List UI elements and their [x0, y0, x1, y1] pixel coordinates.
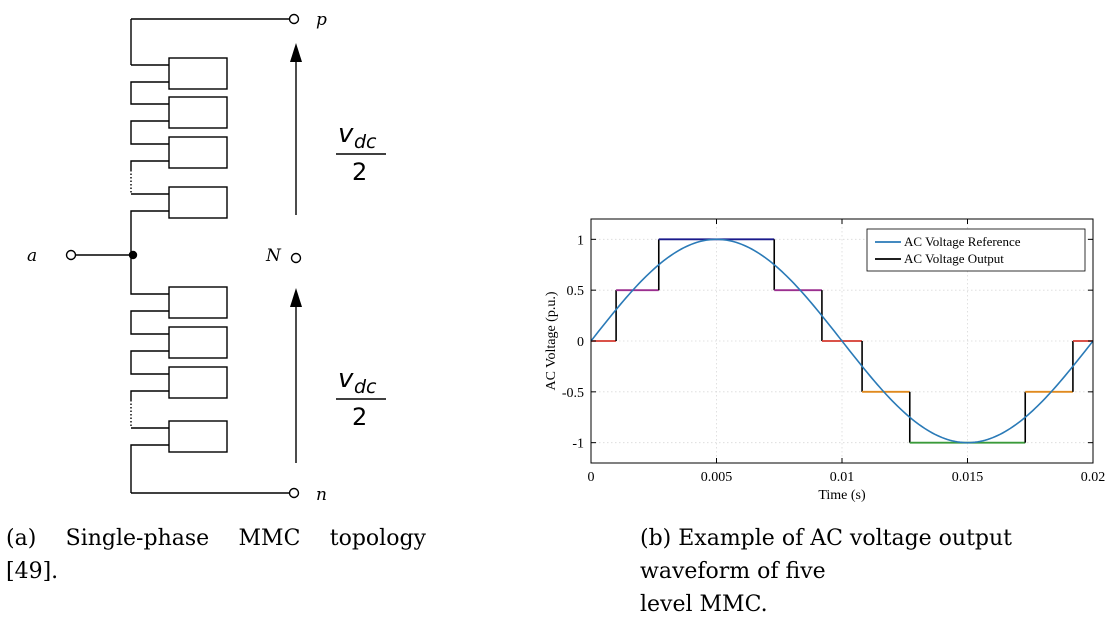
caption-a-word: topology: [329, 526, 426, 551]
caption-a-tag: (a): [6, 526, 37, 551]
lower-voltage-fraction: v dc 2: [336, 364, 386, 431]
submodule-box: [168, 326, 228, 359]
legend-box: [866, 228, 1086, 272]
terminal-p: [288, 13, 300, 25]
figure-a-caption: (a) Single-phase MMC topology [49].: [6, 522, 426, 588]
legend-label-reference: AC Voltage Reference: [904, 234, 1021, 249]
label-p: p: [316, 10, 327, 30]
upper-fraction-subscript: dc: [354, 131, 377, 153]
chart-series: [590, 238, 1094, 444]
lower-fraction-subscript: dc: [354, 376, 377, 398]
y-tick-label: 0.5: [567, 284, 585, 299]
label-n: n: [316, 485, 327, 505]
upper-voltage-arrowhead: [290, 43, 302, 62]
label-a: a: [27, 246, 37, 266]
y-axis-label: AC Voltage (p.u.): [544, 291, 559, 390]
x-tick-label: 0.015: [952, 470, 984, 485]
y-tick-label: -1: [572, 437, 584, 452]
lower-fraction-denominator: 2: [352, 403, 367, 431]
caption-b-line1: (b) Example of AC voltage output wavefor…: [640, 526, 1013, 584]
submodule-box: [168, 186, 228, 219]
mmc-topology-diagram: [65, 13, 302, 499]
lower-submodules: [130, 255, 228, 493]
upper-submodules: [130, 57, 228, 255]
submodule-box: [168, 136, 228, 169]
submodule-box: [168, 366, 228, 399]
y-tick-label: -0.5: [562, 386, 584, 401]
upper-voltage-fraction: v dc 2: [336, 119, 386, 186]
submodule-box: [168, 286, 228, 319]
caption-a-line2: [49].: [6, 559, 59, 584]
terminal-n: [288, 487, 300, 499]
submodule-box: [168, 96, 228, 129]
x-tick-label: 0.01: [830, 470, 855, 485]
terminal-a: [65, 249, 77, 261]
y-tick-label: 0: [577, 335, 584, 350]
figure-canvas: p n a N v dc 2 v dc 2 0 0.005 0.01 0.015 0.0…: [27, 10, 1105, 505]
chart-ticks: 0 0.005 0.01 0.015 0.02 1 0.5 0 -0.5 -1: [562, 219, 1105, 485]
caption-a-word: MMC: [238, 526, 301, 551]
x-tick-label: 0.005: [701, 470, 733, 485]
x-axis-label: Time (s): [818, 488, 866, 503]
x-tick-label: 0: [588, 470, 595, 485]
label-N: N: [265, 246, 282, 266]
caption-a-word: Single-phase: [65, 526, 210, 551]
lower-fraction-numerator: v: [338, 364, 354, 394]
chart-legend: AC Voltage Reference AC Voltage Output: [866, 228, 1086, 272]
figure-b-caption: (b) Example of AC voltage output wavefor…: [640, 522, 1110, 621]
lower-voltage-arrowhead: [290, 288, 302, 307]
submodule-box: [168, 57, 228, 90]
x-tick-label: 0.02: [1081, 470, 1106, 485]
y-tick-label: 1: [577, 233, 584, 248]
upper-fraction-denominator: 2: [352, 158, 367, 186]
reference-sine-line: [590, 238, 1094, 444]
submodule-box: [168, 420, 228, 453]
legend-label-output: AC Voltage Output: [904, 251, 1004, 266]
terminal-N: [290, 252, 302, 264]
upper-fraction-numerator: v: [338, 119, 354, 149]
